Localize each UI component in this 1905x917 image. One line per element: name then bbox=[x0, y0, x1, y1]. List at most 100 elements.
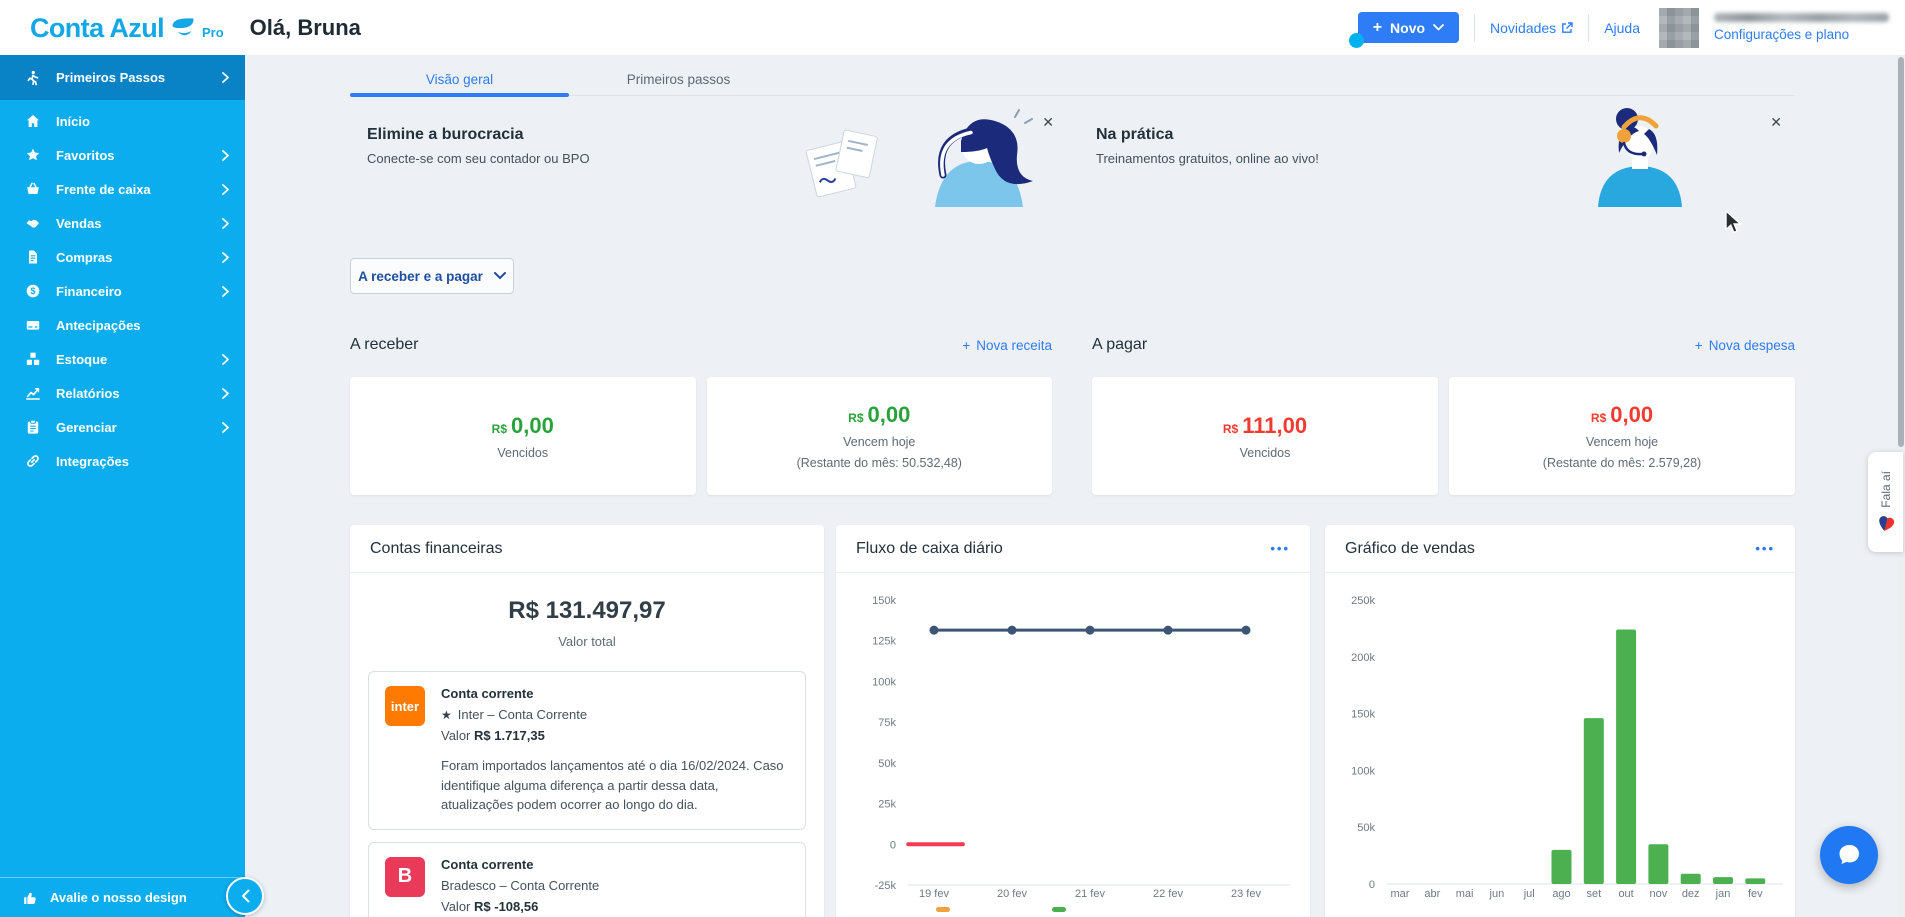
sidebar-item-primeiros-passos[interactable]: Primeiros Passos bbox=[0, 55, 245, 100]
more-menu-icon[interactable]: ••• bbox=[1270, 541, 1290, 556]
amount-value: R$ 0,00 bbox=[848, 402, 911, 427]
brand[interactable]: Conta Azul Pro bbox=[30, 11, 224, 45]
sidebar-item-antecipacoes[interactable]: Antecipações bbox=[0, 308, 245, 342]
svg-text:19 fev: 19 fev bbox=[919, 888, 949, 900]
link-icon bbox=[24, 453, 41, 469]
account-card-inter[interactable]: inter Conta corrente ★ Inter – Conta Corren… bbox=[368, 671, 806, 830]
home-icon bbox=[24, 113, 41, 129]
sidebar-item-label: Vendas bbox=[56, 215, 102, 231]
config-link[interactable]: Configurações e plano bbox=[1714, 27, 1850, 42]
banner-text: Treinamentos gratuitos, online ao vivo! bbox=[1096, 151, 1319, 166]
user-block: Configurações e plano bbox=[1714, 13, 1889, 42]
sidebar-item-favoritos[interactable]: Favoritos bbox=[0, 138, 245, 172]
amount-sublabel: (Restante do mês: 50.532,48) bbox=[796, 456, 962, 470]
svg-text:125k: 125k bbox=[872, 636, 896, 648]
sales-bar-chart: 250k 200k 150k 100k 50k 0 mar abr mai jun jul ago se… bbox=[1351, 595, 1783, 900]
sidebar-item-estoque[interactable]: Estoque bbox=[0, 342, 245, 376]
banner-na-pratica[interactable]: Na prática Treinamentos gratuitos, onlin… bbox=[1079, 107, 1795, 207]
svg-text:100k: 100k bbox=[1351, 765, 1375, 777]
new-button[interactable]: + Novo bbox=[1357, 12, 1460, 43]
amount-value: R$ 111,00 bbox=[1222, 412, 1308, 438]
account-card-bradesco[interactable]: B Conta corrente Bradesco – Conta Corrente… bbox=[368, 841, 806, 917]
sidebar-item-frente-de-caixa[interactable]: Frente de caixa bbox=[0, 172, 245, 206]
amount-value: R$ 0,00 bbox=[491, 412, 554, 438]
more-menu-icon[interactable]: ••• bbox=[1755, 541, 1775, 556]
bradesco-logo: B bbox=[385, 856, 425, 897]
sidebar-item-financeiro[interactable]: $ Financeiro bbox=[0, 274, 245, 308]
page-greeting: Olá, Bruna bbox=[249, 14, 361, 40]
contaazul-logo: Conta Azul bbox=[30, 12, 165, 43]
basket-icon bbox=[24, 181, 41, 197]
tab-visao-geral[interactable]: Visão geral bbox=[350, 65, 569, 97]
account-type: Conta corrente bbox=[441, 856, 534, 872]
chevron-left-icon bbox=[241, 889, 249, 903]
star-icon bbox=[24, 147, 41, 163]
sidebar-item-label: Integrações bbox=[56, 453, 129, 469]
nova-despesa-link[interactable]: + Nova despesa bbox=[1695, 338, 1795, 353]
svg-text:jun: jun bbox=[1489, 888, 1505, 900]
thumbs-up-icon bbox=[24, 892, 36, 904]
svg-text:0: 0 bbox=[890, 839, 896, 851]
tab-primeiros-passos[interactable]: Primeiros passos bbox=[626, 72, 731, 87]
sidebar-item-integracoes[interactable]: Integrações bbox=[0, 444, 245, 478]
nova-receita-link[interactable]: + Nova receita bbox=[962, 338, 1052, 353]
close-icon[interactable]: ✕ bbox=[1042, 114, 1054, 130]
sidebar-item-label: Favoritos bbox=[56, 147, 115, 163]
sidebar-item-label: Antecipações bbox=[56, 317, 141, 333]
summary-card[interactable]: R$ 0,00 Vencem hoje (Restante do mês: 50.53… bbox=[706, 377, 1052, 495]
close-icon[interactable]: ✕ bbox=[1770, 114, 1782, 130]
summary-card[interactable]: R$ 111,00 Vencidos bbox=[1092, 377, 1438, 495]
chat-bubble-icon bbox=[1839, 845, 1859, 864]
cash-flow-line-chart: 150k 125k 100k 75k 50k 25k 0 -25k 19 fev 20 fev 21… bbox=[872, 595, 1290, 912]
section-action-label: Nova receita bbox=[976, 337, 1052, 353]
summary-card[interactable]: R$ 0,00 Vencem hoje (Restante do mês: 2.579… bbox=[1449, 377, 1795, 495]
plus-icon: + bbox=[1372, 18, 1383, 36]
account-balance: Valor R$ 1.717,35 bbox=[441, 728, 545, 743]
user-name-redacted bbox=[1714, 13, 1889, 22]
chevron-right-icon bbox=[222, 353, 229, 365]
svg-text:22 fev: 22 fev bbox=[1153, 888, 1183, 900]
svg-text:-25k: -25k bbox=[875, 880, 897, 892]
svg-text:0: 0 bbox=[1369, 879, 1375, 891]
plus-icon: + bbox=[962, 337, 971, 353]
sidebar-item-relatorios[interactable]: Relatórios bbox=[0, 376, 245, 410]
amount-label: Vencem hoje bbox=[843, 435, 916, 449]
walking-person-icon bbox=[24, 70, 41, 86]
sidebar-item-gerenciar[interactable]: Gerenciar bbox=[0, 410, 245, 444]
novidades-link[interactable]: Novidades bbox=[1490, 20, 1573, 36]
chevron-right-icon bbox=[222, 421, 229, 433]
avatar[interactable] bbox=[1659, 7, 1699, 48]
scrollbar-thumb[interactable] bbox=[1898, 57, 1904, 447]
banner-elimine-burocracia[interactable]: Elimine a burocracia Conecte-se com seu … bbox=[350, 107, 1067, 207]
section-action-label: Nova despesa bbox=[1708, 337, 1795, 353]
section-a-receber: A receber + Nova receita R$ 0,00 Vencidos R$ 0,… bbox=[350, 333, 1052, 495]
main-content: Visão geral Primeiros passos Elimine a b… bbox=[245, 55, 1905, 917]
filter-dropdown[interactable]: A receber e a pagar bbox=[350, 258, 514, 294]
svg-text:ago: ago bbox=[1552, 888, 1570, 900]
sidebar-item-inicio[interactable]: Início bbox=[0, 104, 245, 138]
svg-text:jan: jan bbox=[1715, 888, 1731, 900]
external-link-icon bbox=[1562, 21, 1573, 33]
chevron-right-icon bbox=[222, 387, 229, 399]
card-title: Gráfico de vendas bbox=[1345, 539, 1475, 557]
total-label: Valor total bbox=[558, 634, 616, 649]
contas-financeiras-card: Contas financeiras R$ 131.497,97 Valor t… bbox=[350, 525, 824, 917]
ajuda-link[interactable]: Ajuda bbox=[1604, 19, 1640, 36]
svg-text:150k: 150k bbox=[872, 595, 896, 607]
svg-text:fev: fev bbox=[1748, 888, 1763, 900]
sidebar-item-vendas[interactable]: Vendas bbox=[0, 206, 245, 240]
sidebar-collapse-button[interactable] bbox=[226, 877, 264, 915]
document-icon bbox=[24, 249, 41, 265]
chat-widget-button[interactable] bbox=[1820, 826, 1878, 884]
feedback-tab[interactable]: Fala aí bbox=[1868, 452, 1903, 552]
sidebar-footer[interactable]: Avalie o nosso design bbox=[0, 877, 245, 917]
account-import-note: Foram importados lançamentos até o dia 1… bbox=[441, 758, 784, 812]
svg-text:mar: mar bbox=[1391, 888, 1410, 900]
svg-text:mai: mai bbox=[1456, 888, 1474, 900]
svg-text:75k: 75k bbox=[878, 717, 896, 729]
sidebar-item-compras[interactable]: Compras bbox=[0, 240, 245, 274]
card-title: Contas financeiras bbox=[370, 539, 503, 557]
plus-icon: + bbox=[1694, 337, 1703, 353]
summary-card[interactable]: R$ 0,00 Vencidos bbox=[350, 377, 696, 495]
